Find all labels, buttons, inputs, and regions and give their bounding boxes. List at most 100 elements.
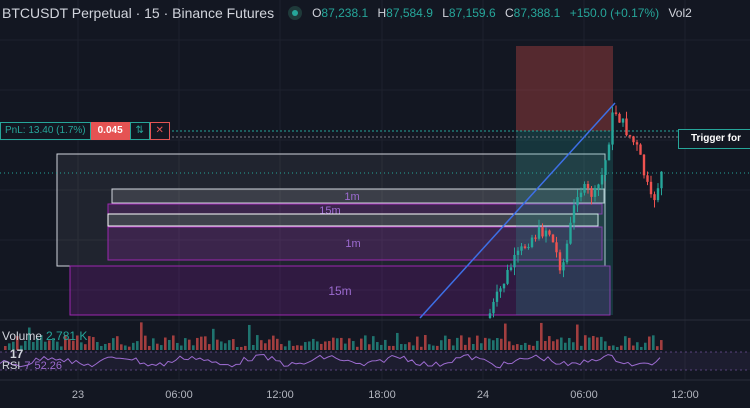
volume-bar [284,346,287,350]
candle-body [583,184,586,193]
volume-bar [128,346,131,350]
candle-body [502,283,506,289]
volume-bar [540,322,543,350]
volume-bar [656,346,659,350]
volume-bar [332,337,335,350]
candle-body [604,160,607,175]
volume-bar [592,335,595,350]
volume-bar [452,345,455,350]
volume-bar [216,339,219,350]
trigger-order-tag[interactable]: Trigger for [678,129,750,149]
volume-bar [88,336,91,350]
eye-icon[interactable] [288,6,303,20]
chart-grid [0,0,750,380]
candle-body [551,234,555,243]
volume-bar [604,341,607,350]
volume-bar [568,337,571,350]
candle-body [621,118,625,123]
candle-body [495,291,499,302]
volume-bar [252,344,255,350]
trend-line[interactable] [419,102,616,319]
volume-bar [588,337,591,350]
candle-body [565,243,569,263]
volume-bar [196,337,199,350]
volume-bar [632,345,635,350]
candle-body [516,250,520,255]
volume-bar [608,345,611,350]
volume-bar [208,344,211,350]
volume-bar [276,338,279,350]
volume-bar [176,342,179,350]
volume-bar [56,341,59,350]
volume-bar [376,342,379,350]
close-position-button[interactable]: ✕ [149,122,170,140]
volume-bar [432,345,435,350]
volume-bar [280,344,283,350]
volume-bar [140,322,143,350]
reverse-position-button[interactable]: ⇅ [129,122,150,140]
time-tick: 12:00 [266,389,294,401]
volume-bar [292,345,295,350]
volume-bar [244,345,247,350]
symbol-title[interactable]: BTCUSDT Perpetual · 15 · Binance Futures [2,5,275,21]
position-stop-area[interactable] [516,46,613,131]
volume-bar [440,340,443,350]
volume-bar [556,339,559,350]
volume-bar [12,341,15,350]
volume-bar [28,327,31,350]
candle-body [520,246,523,251]
volume-bar [532,345,535,350]
volume-bar [296,345,299,350]
position-pnl-tag[interactable]: PnL: 13.40 (1.7%) 0.045 ⇅ ✕ [0,122,170,140]
candle-body [527,247,530,249]
candle-body [653,194,656,201]
volume-bar [156,343,159,350]
volume-bar [572,342,575,350]
volume-bar [132,342,135,350]
volume-bar [116,336,119,350]
time-tick: 06:00 [165,389,193,401]
zone-15m-lower-label: 15m [328,284,351,298]
volume-bar [356,346,359,350]
volume-bar [548,336,551,350]
position-target-area[interactable] [516,131,613,315]
candle-body [530,237,534,248]
candle-body [544,230,548,237]
candle-body [639,144,642,155]
candle-body [649,181,653,195]
candle-body [607,144,611,161]
volume-bar [424,335,427,350]
volume-legend: Volume 2.781 K [2,329,87,343]
volume-bar [392,345,395,350]
zone-1m-upper[interactable] [111,188,605,204]
volume-bar [340,337,343,350]
volume-bar [368,344,371,350]
volume-bar [112,338,115,350]
volume-label: Volume [2,329,43,343]
volume-bar [68,338,71,350]
volume-bar [52,337,55,350]
volume-bar [584,335,587,350]
zone-white-band[interactable] [107,213,599,227]
volume-bar [412,345,415,350]
volume-bar [240,346,243,350]
rsi-line [0,353,661,369]
zone-15m-lower[interactable] [69,265,611,316]
volume-bar [444,335,447,350]
volume-bar [380,344,383,350]
candle-body [632,136,635,143]
volume-bar [488,338,491,350]
candle-body [569,222,572,244]
volume-bar [464,344,467,350]
volume-bar [552,341,555,350]
volume-bar [272,335,275,350]
volume-bar [536,340,539,350]
volume-bar [528,344,531,350]
candle-body [576,197,579,206]
rsi-params: 7 [24,360,31,372]
position-qty[interactable]: 0.045 [90,122,130,140]
volume-bar [64,335,67,350]
volume-bar [96,341,99,350]
zone-1m-lower[interactable] [107,226,603,261]
